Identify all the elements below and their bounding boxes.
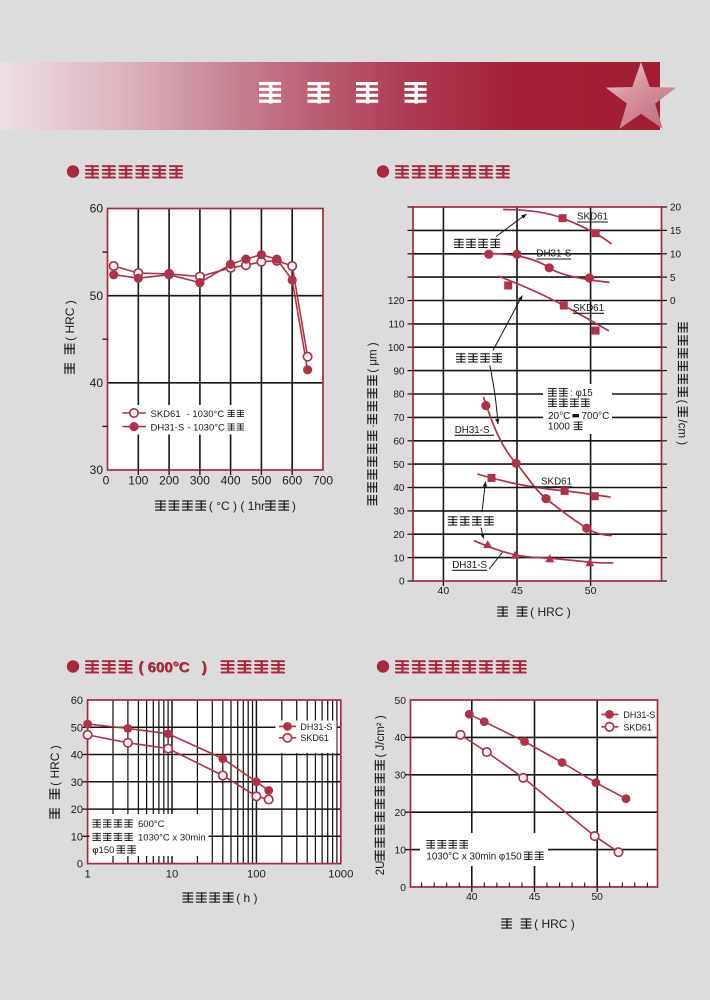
svg-text:45: 45 xyxy=(529,892,541,903)
svg-text:): ) xyxy=(292,499,296,513)
svg-text:30: 30 xyxy=(395,771,407,782)
svg-text:30: 30 xyxy=(71,777,83,789)
svg-text:2U: 2U xyxy=(375,861,387,876)
svg-text:100: 100 xyxy=(128,474,148,488)
svg-text:SKD61: SKD61 xyxy=(151,409,181,420)
svg-text:5: 5 xyxy=(670,273,676,284)
svg-text:SKD61: SKD61 xyxy=(300,733,329,743)
svg-text:(: ( xyxy=(676,400,688,404)
svg-text:40: 40 xyxy=(438,585,450,597)
svg-text:20: 20 xyxy=(393,530,405,541)
svg-text:): ) xyxy=(202,659,207,676)
svg-text:: φ15: : φ15 xyxy=(570,388,593,399)
svg-text:0: 0 xyxy=(77,859,83,871)
svg-text:DH31-S: DH31-S xyxy=(455,425,490,436)
svg-text:20°C: 20°C xyxy=(548,411,570,422)
svg-text:80: 80 xyxy=(393,390,405,401)
svg-text:10: 10 xyxy=(395,845,407,856)
svg-text:( HRC ): ( HRC ) xyxy=(63,300,77,341)
svg-text:0: 0 xyxy=(103,474,110,488)
svg-text:20: 20 xyxy=(395,808,407,819)
svg-text:( HRC ): ( HRC ) xyxy=(534,917,575,931)
svg-text:DH31-S: DH31-S xyxy=(151,423,185,434)
svg-text:30: 30 xyxy=(393,507,405,518)
svg-text:φ150: φ150 xyxy=(92,845,114,856)
svg-text:DH31-S: DH31-S xyxy=(300,722,332,732)
svg-text:( 600°C: ( 600°C xyxy=(139,660,190,677)
svg-text:100: 100 xyxy=(247,869,266,881)
svg-text:( °C ) ( 1hr: ( °C ) ( 1hr xyxy=(209,499,265,513)
svg-text:10: 10 xyxy=(71,831,83,843)
svg-text:700°C: 700°C xyxy=(582,411,610,422)
svg-text:20: 20 xyxy=(71,804,83,816)
svg-text:( HRC ): ( HRC ) xyxy=(48,745,62,786)
svg-text:40: 40 xyxy=(90,376,104,390)
svg-text:DH31-S: DH31-S xyxy=(536,249,571,260)
svg-text:SKD61: SKD61 xyxy=(541,476,572,487)
svg-text:40: 40 xyxy=(395,733,407,744)
svg-text:( h ): ( h ) xyxy=(236,891,257,905)
svg-text:): ) xyxy=(202,660,207,677)
svg-text:200: 200 xyxy=(159,474,179,488)
svg-text:50: 50 xyxy=(71,722,83,734)
svg-text:( μm ): ( μm ) xyxy=(368,342,380,372)
svg-text:- 1030°C: - 1030°C xyxy=(187,423,225,434)
svg-text:600°C: 600°C xyxy=(138,819,165,830)
svg-text:10: 10 xyxy=(393,553,405,564)
svg-text:15: 15 xyxy=(670,226,682,237)
svg-text:DH31-S: DH31-S xyxy=(623,710,655,720)
svg-text:0: 0 xyxy=(400,883,406,894)
svg-text:40: 40 xyxy=(393,483,405,494)
svg-text:110: 110 xyxy=(389,320,405,331)
svg-text:50: 50 xyxy=(393,460,405,471)
svg-text:60: 60 xyxy=(90,202,104,216)
svg-text:50: 50 xyxy=(585,585,597,597)
svg-text:0: 0 xyxy=(399,577,405,588)
svg-text:45: 45 xyxy=(511,585,523,597)
svg-text:1030°C x 30min φ150: 1030°C x 30min φ150 xyxy=(426,852,522,863)
svg-text:( J/cm² ): ( J/cm² ) xyxy=(375,715,387,757)
svg-text:SKD61: SKD61 xyxy=(573,303,604,314)
svg-text:300: 300 xyxy=(190,474,210,488)
svg-text:( 600°C: ( 600°C xyxy=(138,659,189,676)
svg-text:40: 40 xyxy=(466,892,478,903)
svg-text:60: 60 xyxy=(71,695,83,707)
svg-text:·: · xyxy=(368,424,380,428)
svg-text:50: 50 xyxy=(591,892,603,903)
svg-text:1000: 1000 xyxy=(548,422,570,433)
svg-text:500: 500 xyxy=(251,474,271,488)
svg-text:70: 70 xyxy=(393,413,405,424)
svg-text:SKD61: SKD61 xyxy=(623,722,652,732)
svg-text:60: 60 xyxy=(393,436,405,447)
svg-text:/cm ): /cm ) xyxy=(676,420,688,446)
svg-text:50: 50 xyxy=(90,289,104,303)
svg-text:0: 0 xyxy=(670,296,676,307)
svg-text:DH31-S: DH31-S xyxy=(452,560,487,571)
svg-text:100: 100 xyxy=(388,343,405,354)
svg-text:( HRC ): ( HRC ) xyxy=(530,605,571,619)
svg-text:30: 30 xyxy=(90,463,104,477)
svg-text:700: 700 xyxy=(313,474,333,488)
svg-text:10: 10 xyxy=(670,249,682,260)
svg-text:400: 400 xyxy=(221,474,241,488)
svg-text:50: 50 xyxy=(395,696,407,707)
svg-text:1: 1 xyxy=(84,869,90,881)
svg-text:1030°C x 30min: 1030°C x 30min xyxy=(138,833,206,844)
svg-text:10: 10 xyxy=(166,869,179,881)
svg-text:20: 20 xyxy=(670,203,682,214)
svg-text:- 1030°C: - 1030°C xyxy=(187,409,225,420)
svg-text:600: 600 xyxy=(282,474,302,488)
svg-text:90: 90 xyxy=(393,366,405,377)
svg-text:SKD61: SKD61 xyxy=(577,212,608,223)
svg-text:40: 40 xyxy=(71,750,83,762)
svg-text:1000: 1000 xyxy=(328,869,353,881)
svg-text:120: 120 xyxy=(388,296,405,307)
